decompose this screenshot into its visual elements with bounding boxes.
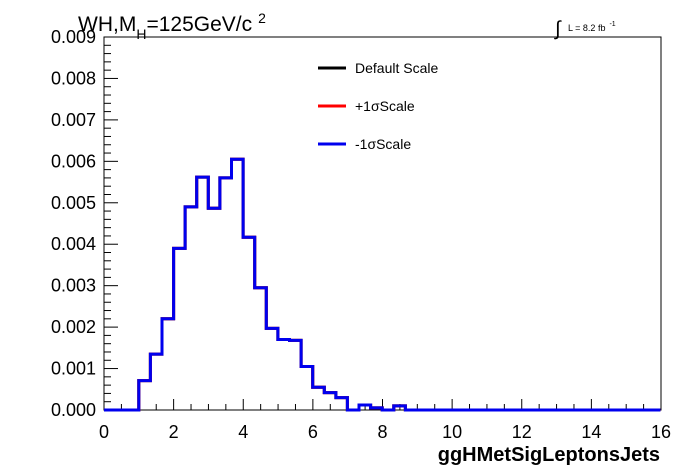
title-subscript: H bbox=[136, 26, 146, 42]
y-tick-label: 0.001 bbox=[51, 359, 96, 379]
x-tick-label: 4 bbox=[238, 422, 248, 442]
series-line-2 bbox=[104, 157, 661, 412]
legend: Default Scale +1σScale -1σScale bbox=[318, 60, 438, 152]
x-axis-ticks: 0 2 4 6 8 10 12 14 16 bbox=[99, 399, 671, 442]
legend-label-2: -1σScale bbox=[355, 136, 411, 152]
y-tick-label: 0.007 bbox=[51, 110, 96, 130]
title-superscript: 2 bbox=[258, 10, 266, 26]
lumi-text: L = 8.2 fb bbox=[568, 23, 605, 33]
series-lines bbox=[104, 157, 661, 412]
y-tick-label: 0.005 bbox=[51, 193, 96, 213]
title-rest: =125GeV/c bbox=[146, 13, 252, 36]
title-main: WH,M bbox=[78, 13, 136, 36]
x-tick-label: 14 bbox=[581, 422, 601, 442]
x-tick-label: 16 bbox=[651, 422, 671, 442]
y-tick-label: 0.002 bbox=[51, 317, 96, 337]
series-line-0 bbox=[104, 157, 661, 412]
series-line-1 bbox=[104, 157, 661, 412]
y-tick-label: 0.008 bbox=[51, 68, 96, 88]
y-tick-label: 0.004 bbox=[51, 234, 96, 254]
legend-label-1: +1σScale bbox=[355, 98, 415, 114]
x-tick-label: 8 bbox=[377, 422, 387, 442]
title: WH,MH=125GeV/c 2 bbox=[78, 10, 266, 42]
x-tick-label: 10 bbox=[442, 422, 462, 442]
y-tick-label: 0.003 bbox=[51, 276, 96, 296]
y-tick-label: 0.009 bbox=[51, 27, 96, 47]
y-axis-ticks: 0.000 0.001 0.002 0.003 0.004 0.005 0.006 0.007… bbox=[51, 27, 118, 420]
x-tick-label: 6 bbox=[308, 422, 318, 442]
x-tick-label: 2 bbox=[169, 422, 179, 442]
plot-frame bbox=[103, 36, 662, 411]
legend-label-0: Default Scale bbox=[355, 60, 438, 76]
y-tick-label: 0.000 bbox=[51, 400, 96, 420]
x-tick-label: 0 bbox=[99, 422, 109, 442]
lumi-integral-sign: ∫ bbox=[554, 18, 562, 40]
x-axis-label: ggHMetSigLeptonsJets bbox=[438, 444, 660, 466]
x-tick-label: 12 bbox=[512, 422, 532, 442]
y-tick-label: 0.006 bbox=[51, 151, 96, 171]
lumi-superscript: -1 bbox=[609, 21, 615, 28]
lumi-label: L = 8.2 fb -1 bbox=[568, 21, 616, 33]
